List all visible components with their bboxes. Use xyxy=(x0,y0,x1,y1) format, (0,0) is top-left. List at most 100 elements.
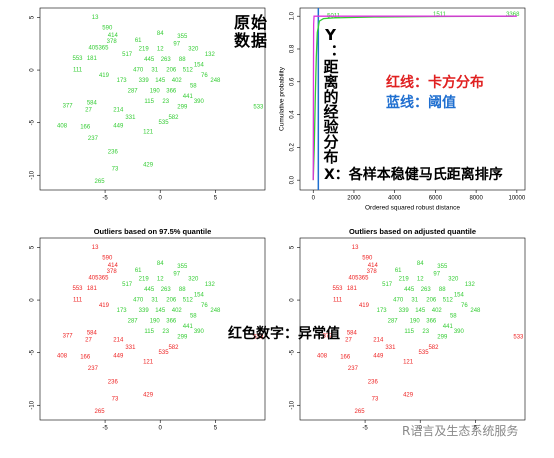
y-tick-label: 0.8 xyxy=(290,44,296,53)
point-label: 339 xyxy=(139,308,150,314)
point-label: 206 xyxy=(166,298,177,304)
point-label: 214 xyxy=(113,338,124,344)
x-tick-label: 5 xyxy=(474,426,478,432)
point-label: 12 xyxy=(157,277,164,283)
point-label: 429 xyxy=(403,392,414,398)
point-label: 190 xyxy=(150,319,161,325)
chart-title: Outliers based on 97.5% quantile xyxy=(94,227,212,236)
point-label: 73 xyxy=(112,167,119,173)
annotation: 红线：卡方分布 xyxy=(386,75,484,91)
point-label: 190 xyxy=(150,89,161,95)
point-label: 377 xyxy=(63,103,74,109)
point-label: 219 xyxy=(139,47,150,53)
y-tick-label: 5 xyxy=(30,245,36,249)
point-label: 84 xyxy=(157,261,164,267)
point-label: 154 xyxy=(194,292,205,298)
point-label: 390 xyxy=(454,329,465,335)
point-label: 145 xyxy=(415,308,426,314)
point-label: 441 xyxy=(183,324,194,330)
point-label: 97 xyxy=(433,271,440,277)
point-label: 76 xyxy=(201,73,208,79)
point-label: 584 xyxy=(87,100,98,106)
point-label: 237 xyxy=(88,366,99,372)
point-label: 582 xyxy=(168,115,179,121)
point-label: 12 xyxy=(157,47,164,53)
point-label: 408 xyxy=(317,353,328,359)
point-label: 441 xyxy=(443,324,454,330)
point-label: 31 xyxy=(151,68,158,74)
point-label: 76 xyxy=(461,303,468,309)
point-label: 84 xyxy=(417,261,424,267)
point-label: 132 xyxy=(205,282,216,288)
point-label: 584 xyxy=(347,330,358,336)
point-label: 517 xyxy=(122,282,133,288)
point-label: 582 xyxy=(168,345,179,351)
point-label: 429 xyxy=(143,162,154,168)
point-label: 58 xyxy=(190,313,197,319)
plot-frame xyxy=(299,7,526,191)
point-label: 145 xyxy=(155,78,166,84)
point-label: 111 xyxy=(73,298,83,304)
point-label: 366 xyxy=(166,89,177,95)
x-tick-label: -5 xyxy=(102,426,108,432)
point-label: 512 xyxy=(183,298,194,304)
point-label: 470 xyxy=(133,298,144,304)
point-label: 590 xyxy=(102,26,113,32)
point-label: 366 xyxy=(166,319,177,325)
point-label: 145 xyxy=(155,308,166,314)
point-label: 58 xyxy=(190,83,197,89)
point-label: 115 xyxy=(144,99,154,105)
point-label: 263 xyxy=(421,287,432,293)
annotation: X：各样本稳健马氏距离排序 xyxy=(324,167,503,184)
point-label: 553 xyxy=(72,56,83,62)
point-label: 13 xyxy=(352,245,359,251)
point-label: 402 xyxy=(172,78,183,84)
point-label: 88 xyxy=(439,287,446,293)
y-tick-label: 0.2 xyxy=(290,143,296,152)
y-tick-label: -5 xyxy=(30,349,36,355)
point-label: 154 xyxy=(194,62,205,68)
point-label: 263 xyxy=(161,57,172,63)
plot-frame xyxy=(39,7,266,191)
point-label: 73 xyxy=(372,397,379,403)
x-tick-label: 10000 xyxy=(509,196,526,202)
watermark: R语言及生态系统服务 xyxy=(402,424,519,438)
point-label: 429 xyxy=(143,392,154,398)
point-label: 355 xyxy=(437,264,448,270)
point-label: 214 xyxy=(113,108,124,114)
y-tick-label: 0.4 xyxy=(290,110,296,119)
point-label: 23 xyxy=(422,329,429,335)
x-tick-label: 5 xyxy=(214,196,218,202)
x-tick-label: 0 xyxy=(419,426,423,432)
point-label: 553 xyxy=(72,286,83,292)
x-tick-label: -5 xyxy=(102,196,108,202)
point-label: 248 xyxy=(470,308,481,314)
point-label: 31 xyxy=(151,298,158,304)
y-axis-label: Cumulative probability xyxy=(279,66,286,131)
point-label: 88 xyxy=(179,287,186,293)
point-label: 84 xyxy=(157,31,164,37)
point-label: 445 xyxy=(144,287,155,293)
point-label: 263 xyxy=(161,287,172,293)
point-label: 23 xyxy=(162,99,169,105)
point-label: 190 xyxy=(410,319,421,325)
point-label: 378 xyxy=(107,269,118,275)
point-label: 97 xyxy=(173,41,180,47)
line xyxy=(312,15,517,181)
point-label: 517 xyxy=(122,52,133,58)
line xyxy=(312,15,513,181)
x-tick-label: 0 xyxy=(159,196,163,202)
x-tick-label: 4000 xyxy=(388,196,402,202)
point-label: 173 xyxy=(117,78,128,84)
point-label: 390 xyxy=(194,99,205,105)
point-label: 73 xyxy=(112,397,119,403)
point-label: 27 xyxy=(85,108,92,114)
point-label: 339 xyxy=(399,308,410,314)
point-label: 419 xyxy=(359,303,370,309)
point-label: 265 xyxy=(95,179,106,185)
point-label: 27 xyxy=(345,338,352,344)
point-label: 445 xyxy=(144,57,155,63)
point-label: 236 xyxy=(108,380,119,386)
point-label: 88 xyxy=(179,57,186,63)
point-label: 582 xyxy=(428,345,439,351)
